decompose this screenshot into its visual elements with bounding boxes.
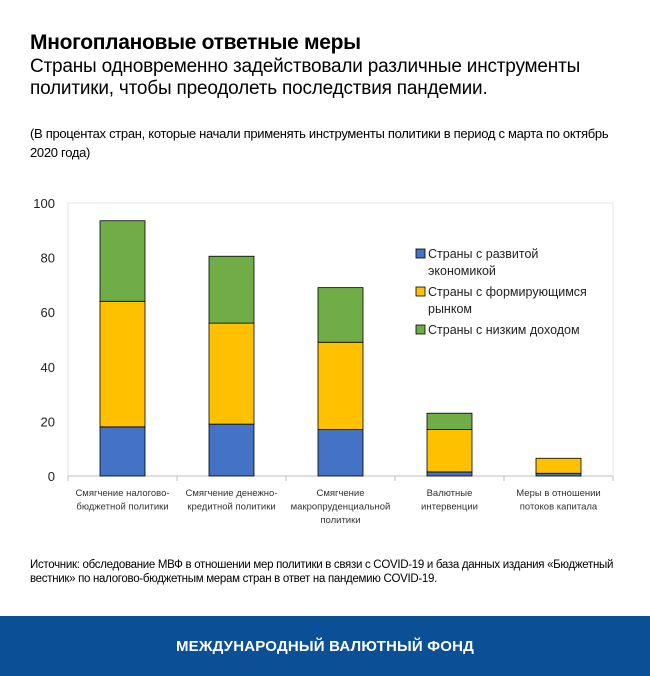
x-category-label: Меры в отношении: [516, 488, 600, 499]
x-category-label: кредитной политики: [187, 502, 275, 513]
chart-title: Многоплановые ответные меры: [30, 31, 361, 54]
footer-org-name: МЕЖДУНАРОДНЫЙ ВАЛЮТНЫЙ ФОНД: [175, 637, 475, 655]
legend-label: экономикой: [428, 264, 496, 278]
legend-label: Страны с низким доходом: [428, 323, 580, 337]
x-category-label: макропруденциальной: [291, 502, 391, 513]
y-tick-label: 100: [33, 196, 55, 211]
y-tick-label: 0: [48, 469, 55, 484]
legend-label: Страны с формирующимся: [428, 285, 587, 299]
x-category-label: бюджетной политики: [76, 502, 168, 513]
legend-swatch: [415, 286, 426, 297]
bar-segment: [426, 429, 473, 473]
x-category-label: Смягчение налогово-: [75, 488, 169, 499]
legend-label: Страны с развитой: [428, 247, 538, 261]
bar-segment: [208, 322, 255, 425]
x-category-label: Смягчение: [316, 488, 364, 499]
bar-segment: [317, 287, 364, 343]
legend-label: рынком: [428, 302, 472, 316]
y-tick-label: 60: [41, 305, 55, 320]
footer-banner: МЕЖДУНАРОДНЫЙ ВАЛЮТНЫЙ ФОНД: [0, 616, 650, 676]
chart-subtitle: Страны одновременно задействовали различ…: [30, 56, 581, 99]
x-category-label: политики: [320, 515, 360, 526]
bar-segment: [317, 341, 364, 430]
bar-segment: [535, 472, 582, 477]
bar-segment: [99, 220, 146, 302]
bar-segment: [426, 471, 473, 477]
legend-swatch: [415, 248, 426, 259]
bar-segment: [426, 412, 473, 430]
y-tick-label: 40: [41, 360, 55, 375]
x-category-label: Смягчение денежно-: [185, 488, 277, 499]
x-category-label: интервенции: [421, 502, 478, 513]
chart-note: (В процентах стран, которые начали приме…: [30, 126, 609, 160]
x-category-label: Валютные: [427, 488, 473, 499]
y-tick-label: 80: [41, 251, 55, 266]
source-note: Источник: обследование МВФ в отношении м…: [30, 559, 614, 585]
bar-segment: [99, 300, 146, 428]
stacked-bar-chart: 0 20 40 60 80 100 Смягчение налогово-бюджетной…: [33, 196, 614, 526]
y-tick-label: 20: [41, 414, 55, 429]
bar-segment: [535, 457, 582, 474]
bar-segment: [208, 255, 255, 324]
x-category-label: потоков капитала: [520, 502, 598, 513]
bar-segment: [317, 429, 364, 477]
bar-segment: [208, 423, 255, 477]
legend-swatch: [415, 324, 426, 335]
bar-segment: [99, 426, 146, 477]
